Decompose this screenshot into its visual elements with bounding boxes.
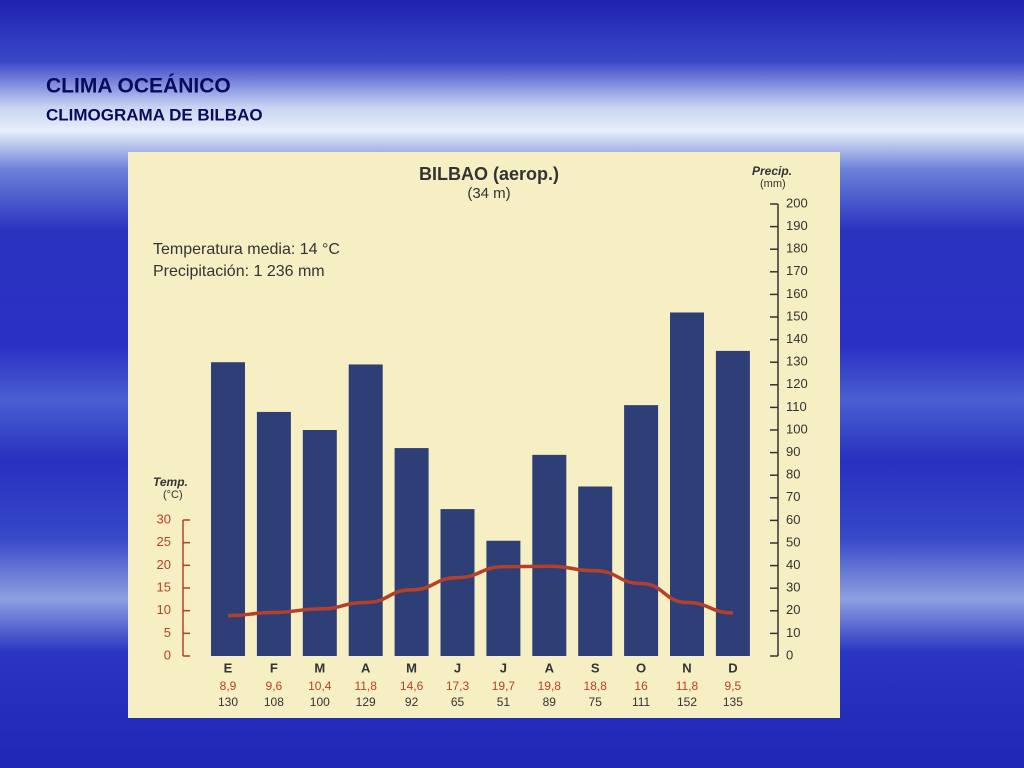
bar <box>486 540 521 656</box>
chart-title: BILBAO (aerop.) <box>419 164 559 184</box>
x-tick-label: A <box>545 660 555 675</box>
x-tick-label: O <box>636 660 646 675</box>
y2-tick-label: 110 <box>786 399 807 414</box>
y-tick-label: 5 <box>164 625 171 640</box>
bar <box>394 448 429 656</box>
bar <box>256 411 291 656</box>
y2-tick-label: 200 <box>786 195 808 210</box>
x-tick-label: S <box>591 660 600 675</box>
y-tick-label: 15 <box>157 579 171 594</box>
value-label: 111 <box>632 695 651 709</box>
value-label: 8,9 <box>220 679 237 693</box>
value-label: 14,6 <box>400 679 424 693</box>
chart-subtitle: (34 m) <box>467 185 510 202</box>
y-tick-label: 25 <box>157 534 171 549</box>
bar <box>302 430 337 656</box>
y2-tick-label: 80 <box>786 467 800 482</box>
y2-tick-label: 50 <box>786 534 800 549</box>
x-tick-label: A <box>361 660 371 675</box>
bar <box>211 362 245 656</box>
x-tick-label: D <box>728 660 737 675</box>
y2-tick-label: 10 <box>786 625 800 640</box>
y-axis-label: Temp. <box>153 475 188 489</box>
slide-subtitle: CLIMOGRAMA DE BILBAO <box>46 105 263 124</box>
y-axis-label: (°C) <box>163 489 183 501</box>
y2-tick-label: 170 <box>786 263 808 278</box>
y2-tick-label: 160 <box>786 286 808 301</box>
value-label: 10,4 <box>308 679 332 693</box>
value-label: 89 <box>543 695 557 709</box>
y2-tick-label: 130 <box>786 354 808 369</box>
bar <box>624 405 659 656</box>
y2-tick-label: 100 <box>786 421 808 436</box>
bar <box>715 350 750 656</box>
value-label: 9,6 <box>266 679 283 693</box>
value-label: 19,8 <box>538 679 562 693</box>
y-tick-label: 10 <box>157 602 171 617</box>
y-tick-label: 0 <box>164 647 171 662</box>
value-label: 108 <box>264 695 284 709</box>
value-label: 18,8 <box>584 679 608 693</box>
x-tick-label: J <box>454 660 461 675</box>
slide-title: CLIMA OCEÁNICO <box>46 75 231 98</box>
value-label: 135 <box>723 695 743 709</box>
bar <box>440 509 475 656</box>
value-label: 9,5 <box>725 679 742 693</box>
y2-tick-label: 60 <box>786 512 800 527</box>
x-tick-label: N <box>682 660 691 675</box>
annotation: Temperatura media: 14 °C <box>153 241 340 258</box>
value-label: 75 <box>589 695 603 709</box>
y2-axis-label: Precip. <box>752 164 792 178</box>
value-label: 16 <box>634 679 648 693</box>
y-tick-label: 30 <box>157 511 171 526</box>
value-label: 92 <box>405 695 419 709</box>
x-tick-label: M <box>314 660 325 675</box>
value-label: 65 <box>451 695 465 709</box>
y2-tick-label: 40 <box>786 557 800 572</box>
y2-tick-label: 30 <box>786 580 800 595</box>
y2-tick-label: 120 <box>786 376 808 391</box>
y2-tick-label: 0 <box>786 647 793 662</box>
y-tick-label: 20 <box>157 557 171 572</box>
line <box>227 564 733 618</box>
y2-tick-label: 140 <box>786 331 808 346</box>
y2-tick-label: 90 <box>786 444 800 459</box>
bar <box>532 454 567 656</box>
annotation: Precipitación: 1 236 mm <box>153 263 325 280</box>
value-label: 129 <box>356 695 376 709</box>
value-label: 100 <box>310 695 330 709</box>
value-label: 11,8 <box>354 679 377 693</box>
value-label: 51 <box>497 695 511 709</box>
x-tick-label: E <box>224 660 233 675</box>
x-tick-label: J <box>500 660 507 675</box>
y2-tick-label: 20 <box>786 602 800 617</box>
y2-tick-label: 70 <box>786 489 800 504</box>
x-tick-label: M <box>406 660 417 675</box>
bar <box>348 364 383 656</box>
y2-tick-label: 190 <box>786 218 808 233</box>
value-label: 19,7 <box>492 679 516 693</box>
y2-tick-label: 180 <box>786 241 808 256</box>
value-label: 152 <box>677 695 697 709</box>
value-label: 11,8 <box>676 679 699 693</box>
x-tick-label: F <box>270 660 278 675</box>
value-label: 17,3 <box>446 679 470 693</box>
y2-tick-label: 150 <box>786 308 808 323</box>
value-label: 130 <box>218 695 238 709</box>
y2-axis-label: (mm) <box>760 178 786 190</box>
